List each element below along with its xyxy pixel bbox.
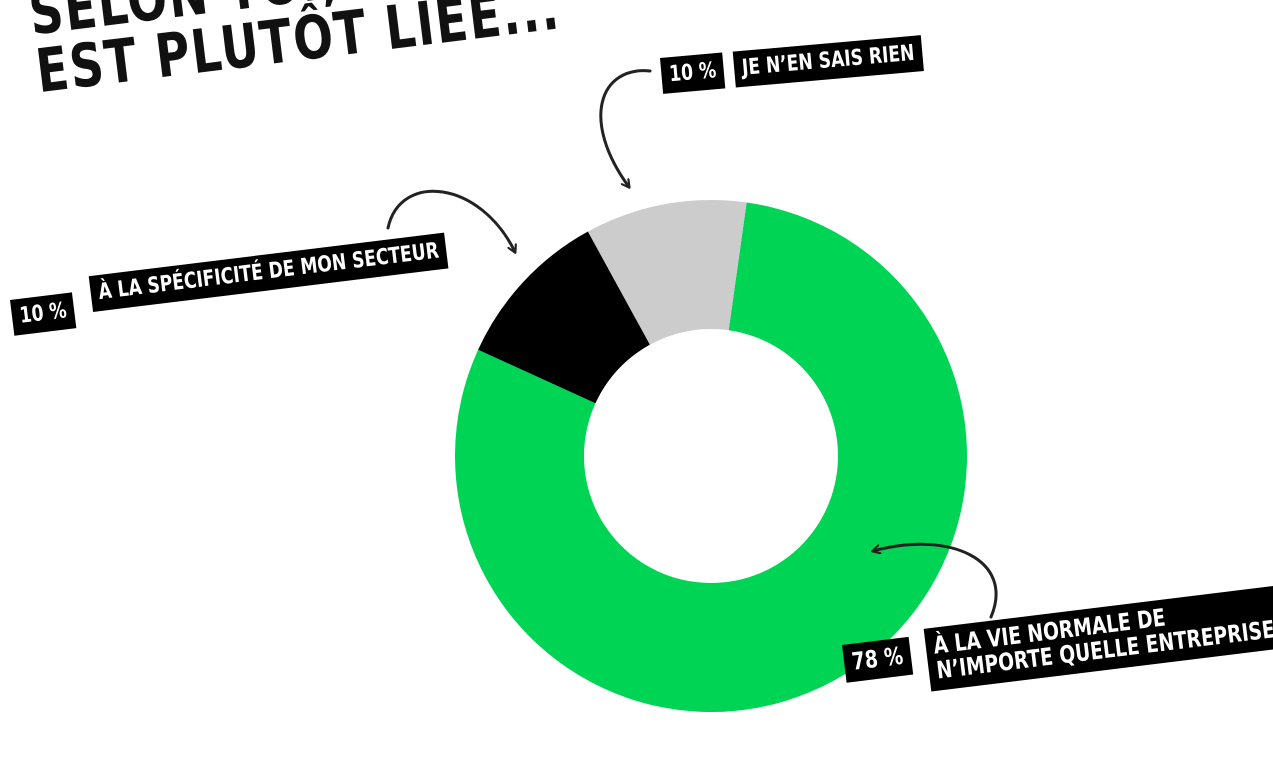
percent-badge: 78 % (842, 636, 914, 683)
percent-badge: 10 % (10, 292, 77, 336)
percent-badge: 10 % (660, 52, 726, 94)
arrow-specificite-secteur (386, 189, 515, 252)
donut-slice-0 (455, 202, 968, 712)
arrow-vie-normale (873, 542, 998, 619)
donut-chart (455, 200, 968, 712)
donut-slice-1 (478, 231, 650, 404)
donut-slice-2 (587, 200, 747, 345)
arrow-je-nen-sais-rien (599, 69, 652, 187)
